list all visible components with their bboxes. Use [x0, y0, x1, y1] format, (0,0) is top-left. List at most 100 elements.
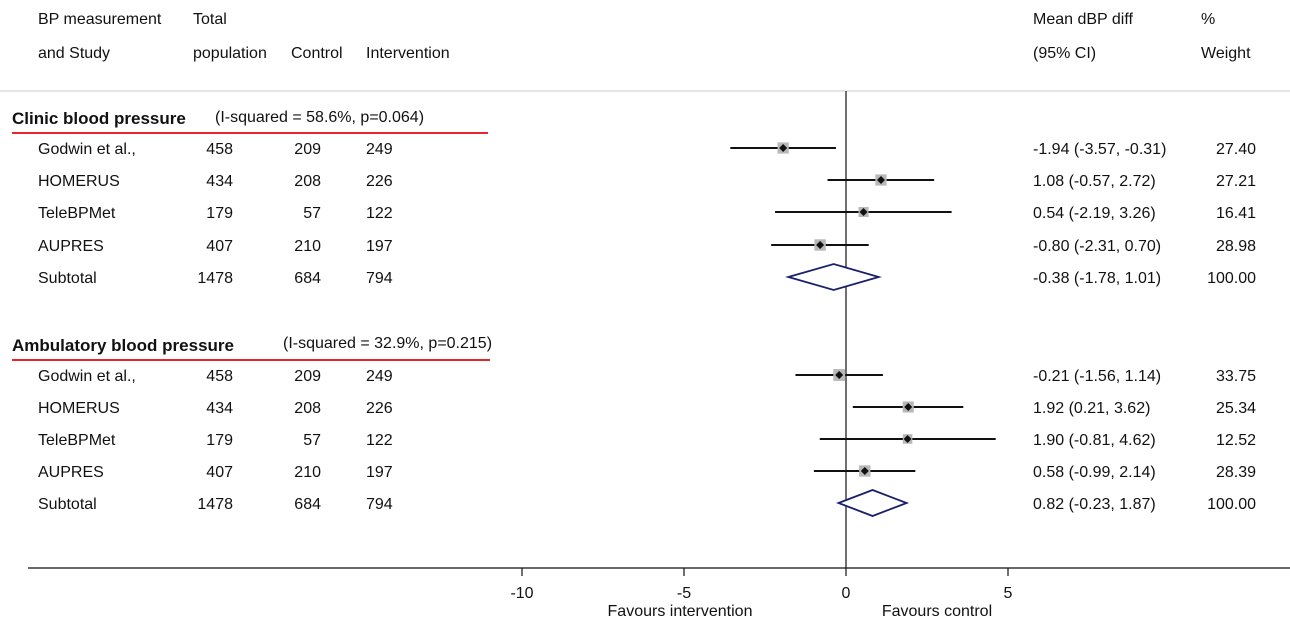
table-row: TeleBPMet 179 57 122 1.90 (-0.81, 4.62) 12.52: [38, 432, 1256, 449]
weight-value: 25.34: [1216, 400, 1256, 417]
effect-ci-text: 0.54 (-2.19, 3.26): [1033, 205, 1156, 222]
intervention-count: 226: [366, 400, 393, 417]
table-row: HOMERUS 434 208 226 1.08 (-0.57, 2.72) 27.21: [38, 173, 1256, 190]
total-population: 1478: [197, 496, 233, 513]
control-count: 209: [294, 368, 321, 385]
effect-ci-text: -1.94 (-3.57, -0.31): [1033, 141, 1166, 158]
header-control: Control: [291, 45, 343, 62]
weight-value: 33.75: [1216, 368, 1256, 385]
effect-ci-text: -0.38 (-1.78, 1.01): [1033, 270, 1161, 287]
effect-ci-text: 1.90 (-0.81, 4.62): [1033, 432, 1156, 449]
weight-value: 27.21: [1216, 173, 1256, 190]
table-row: TeleBPMet 179 57 122 0.54 (-2.19, 3.26) 16.41: [38, 205, 1256, 222]
table-row: AUPRES 407 210 197 0.58 (-0.99, 2.14) 28.39: [38, 464, 1256, 481]
study-name: TeleBPMet: [38, 205, 116, 222]
total-population: 1478: [197, 270, 233, 287]
weight-value: 16.41: [1216, 205, 1256, 222]
control-count: 208: [294, 400, 321, 417]
table-header: BP measurement and Study Total populatio…: [38, 11, 1251, 62]
total-population: 458: [206, 368, 233, 385]
group-header-clinic: Clinic blood pressure (I-squared = 58.6%…: [12, 109, 488, 134]
x-axis-ticks: -10 -5 0 5: [510, 568, 1013, 602]
table-row: HOMERUS 434 208 226 1.92 (0.21, 3.62) 25.34: [38, 400, 1256, 417]
intervention-count: 794: [366, 270, 393, 287]
x-tick-label: 0: [842, 585, 851, 602]
effect-ci-text: -0.80 (-2.31, 0.70): [1033, 238, 1161, 255]
effect-ci-text: 1.92 (0.21, 3.62): [1033, 400, 1150, 417]
study-name: TeleBPMet: [38, 432, 116, 449]
control-count: 684: [294, 496, 321, 513]
weight-value: 28.39: [1216, 464, 1256, 481]
subtotal-row: Subtotal 1478 684 794 0.82 (-0.23, 1.87) 100.…: [38, 496, 1256, 513]
x-tick-label: -5: [677, 585, 691, 602]
x-tick-label: 5: [1004, 585, 1013, 602]
header-total-line2: population: [193, 45, 267, 62]
weight-value: 100.00: [1207, 270, 1256, 287]
point-estimate: [779, 144, 788, 152]
study-name: Godwin et al.,: [38, 368, 136, 385]
forest-marks: [730, 142, 996, 517]
weight-value: 27.40: [1216, 141, 1256, 158]
group-heterogeneity: (I-squared = 32.9%, p=0.215): [283, 335, 492, 352]
total-population: 407: [206, 238, 233, 255]
header-study-line2: and Study: [38, 45, 110, 62]
total-population: 434: [206, 173, 233, 190]
subtotal-row: Subtotal 1478 684 794 -0.38 (-1.78, 1.01) 100…: [38, 270, 1256, 287]
header-effect-line2: (95% CI): [1033, 45, 1096, 62]
intervention-count: 226: [366, 173, 393, 190]
point-estimate: [816, 241, 825, 249]
weight-value: 100.00: [1207, 496, 1256, 513]
table-row: Godwin et al., 458 209 249 -0.21 (-1.56, 1.1…: [38, 368, 1256, 385]
header-effect-line1: Mean dBP diff: [1033, 11, 1133, 28]
header-weight-line2: Weight: [1201, 45, 1251, 62]
intervention-count: 122: [366, 432, 393, 449]
header-total-line1: Total: [193, 11, 227, 28]
effect-ci-text: 0.82 (-0.23, 1.87): [1033, 496, 1156, 513]
study-name: Godwin et al.,: [38, 141, 136, 158]
effect-ci-text: 1.08 (-0.57, 2.72): [1033, 173, 1156, 190]
weight-value: 12.52: [1216, 432, 1256, 449]
point-estimate: [835, 371, 844, 379]
study-name: HOMERUS: [38, 400, 120, 417]
group-heterogeneity: (I-squared = 58.6%, p=0.064): [215, 109, 424, 126]
control-count: 57: [303, 432, 321, 449]
total-population: 179: [206, 205, 233, 222]
control-count: 208: [294, 173, 321, 190]
control-count: 684: [294, 270, 321, 287]
favours-intervention-label: Favours intervention: [608, 603, 753, 620]
favours-control-label: Favours control: [882, 603, 992, 620]
weight-value: 28.98: [1216, 238, 1256, 255]
x-tick-label: -10: [510, 585, 533, 602]
intervention-count: 794: [366, 496, 393, 513]
study-name: Subtotal: [38, 496, 97, 513]
point-estimate: [859, 208, 868, 216]
point-estimate: [903, 435, 912, 443]
total-population: 407: [206, 464, 233, 481]
point-estimate: [860, 467, 869, 475]
total-population: 434: [206, 400, 233, 417]
header-intervention: Intervention: [366, 45, 450, 62]
control-count: 57: [303, 205, 321, 222]
study-name: HOMERUS: [38, 173, 120, 190]
subtotal-diamond: [785, 263, 882, 291]
point-estimate: [904, 403, 913, 411]
effect-ci-text: 0.58 (-0.99, 2.14): [1033, 464, 1156, 481]
total-population: 179: [206, 432, 233, 449]
header-weight-line1: %: [1201, 11, 1215, 28]
intervention-count: 197: [366, 464, 393, 481]
group-title: Clinic blood pressure: [12, 109, 186, 128]
effect-ci-text: -0.21 (-1.56, 1.14): [1033, 368, 1161, 385]
study-name: AUPRES: [38, 238, 104, 255]
total-population: 458: [206, 141, 233, 158]
intervention-count: 122: [366, 205, 393, 222]
control-count: 210: [294, 464, 321, 481]
group-header-ambulatory: Ambulatory blood pressure (I-squared = 3…: [12, 335, 492, 361]
intervention-count: 197: [366, 238, 393, 255]
header-study-line1: BP measurement: [38, 11, 162, 28]
control-count: 210: [294, 238, 321, 255]
control-count: 209: [294, 141, 321, 158]
intervention-count: 249: [366, 368, 393, 385]
table-row: AUPRES 407 210 197 -0.80 (-2.31, 0.70) 28.98: [38, 238, 1256, 255]
table-rows: Godwin et al., 458 209 249 -1.94 (-3.57, -0.…: [38, 141, 1256, 513]
